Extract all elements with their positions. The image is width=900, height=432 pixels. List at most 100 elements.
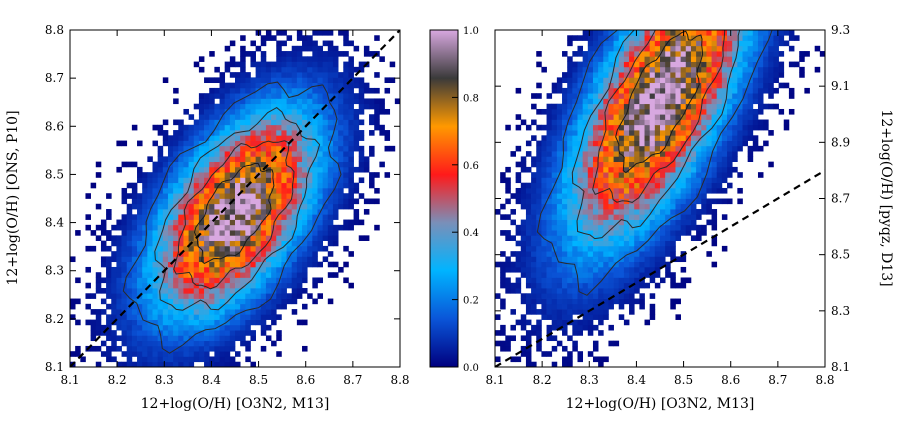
heatmap-cell [250, 214, 256, 220]
heatmap-cell [260, 293, 267, 299]
heatmap-cell [358, 161, 365, 168]
heatmap-cell [229, 130, 236, 136]
heatmap-cell [173, 309, 179, 315]
heatmap-cell [592, 130, 599, 136]
heatmap-cell [240, 119, 246, 126]
heatmap-cell [265, 182, 272, 189]
heatmap-cell [281, 135, 287, 141]
heatmap-cell [90, 324, 97, 331]
heatmap-cell [219, 140, 226, 147]
heatmap-cell [116, 335, 122, 342]
heatmap-cell [204, 161, 210, 168]
heatmap-cell [219, 156, 226, 162]
heatmap-cell [152, 209, 159, 215]
heatmap-cell [219, 272, 226, 278]
heatmap-cell [680, 130, 687, 136]
heatmap-cell [706, 45, 712, 52]
heatmap-cell [224, 45, 231, 52]
heatmap-cell [343, 130, 349, 136]
heatmap-cell [219, 203, 226, 210]
heatmap-cell [312, 187, 318, 194]
heatmap-cell [623, 161, 630, 168]
heatmap-cell [613, 340, 620, 347]
y-tick-label: 8.1 [45, 360, 64, 374]
heatmap-cell [649, 187, 656, 194]
heatmap-cell [173, 324, 179, 331]
colorbar-tick-label: 0.6 [463, 161, 479, 172]
heatmap-cell [198, 166, 205, 173]
heatmap-cell [116, 314, 122, 320]
heatmap-cell [768, 56, 774, 62]
heatmap-cell [369, 114, 375, 120]
contour-line [615, 30, 704, 174]
heatmap-cell [572, 82, 578, 89]
heatmap-cell [317, 30, 324, 36]
heatmap-cell [629, 66, 635, 73]
heatmap-cell [618, 87, 625, 94]
heatmap-cell [546, 214, 553, 220]
heatmap-cell [188, 182, 195, 189]
heatmap-cell [281, 240, 287, 247]
heatmap-cell [675, 66, 681, 73]
heatmap-cell [541, 66, 547, 73]
heatmap-cell [556, 288, 563, 294]
y-tick-label: 8.6 [45, 119, 64, 133]
heatmap-cell [137, 261, 143, 268]
heatmap-cell [219, 72, 226, 78]
heatmap-cell [768, 103, 774, 110]
heatmap-cell [675, 93, 681, 99]
heatmap-cell [613, 177, 620, 184]
heatmap-cell [634, 161, 640, 168]
heatmap-cell [152, 345, 159, 352]
heatmap-cell [229, 203, 236, 210]
heatmap-cell [721, 172, 728, 178]
heatmap-cell [711, 214, 718, 220]
heatmap-cell [629, 172, 635, 178]
heatmap-cell [582, 288, 589, 294]
heatmap-cell [608, 256, 614, 263]
heatmap-cell [307, 151, 313, 157]
heatmap-cell [162, 345, 169, 352]
heatmap-cell [577, 277, 584, 284]
heatmap-cell [276, 251, 282, 257]
heatmap-cell [670, 224, 676, 231]
heatmap-cell [162, 245, 169, 252]
heatmap-cell [618, 261, 625, 268]
heatmap-cell [250, 314, 256, 320]
heatmap-cell [271, 298, 277, 305]
heatmap-cell [353, 82, 360, 89]
heatmap-cell [116, 245, 122, 252]
heatmap-cell [752, 87, 759, 94]
heatmap-cell [696, 72, 702, 78]
heatmap-cell [173, 182, 179, 189]
heatmap-cell [229, 240, 236, 247]
heatmap-cell [281, 209, 287, 215]
heatmap-cell [214, 335, 220, 342]
heatmap-cell [353, 66, 360, 73]
heatmap-cell [137, 198, 143, 205]
heatmap-cell [716, 72, 723, 78]
heatmap-cell [562, 77, 568, 84]
heatmap-cell [541, 219, 547, 226]
heatmap-cell [245, 198, 251, 205]
heatmap-cell [649, 266, 656, 273]
heatmap-cell [587, 130, 594, 136]
heatmap-cell [137, 303, 143, 310]
heatmap-cell [727, 103, 733, 110]
heatmap-cell [322, 130, 329, 136]
heatmap-cell [348, 251, 354, 257]
heatmap-cell [260, 135, 267, 141]
heatmap-cell [100, 224, 107, 231]
heatmap-cell [265, 61, 272, 68]
heatmap-cell [142, 261, 148, 268]
heatmap-cell [572, 330, 578, 336]
heatmap-cell [219, 119, 226, 126]
heatmap-cell [271, 198, 277, 205]
heatmap-cell [327, 145, 334, 152]
heatmap-cell [240, 182, 246, 189]
heatmap-cell [752, 77, 759, 84]
heatmap-cell [209, 309, 215, 315]
heatmap-cell [137, 219, 143, 226]
heatmap-cell [716, 98, 723, 105]
heatmap-cell [706, 61, 712, 68]
